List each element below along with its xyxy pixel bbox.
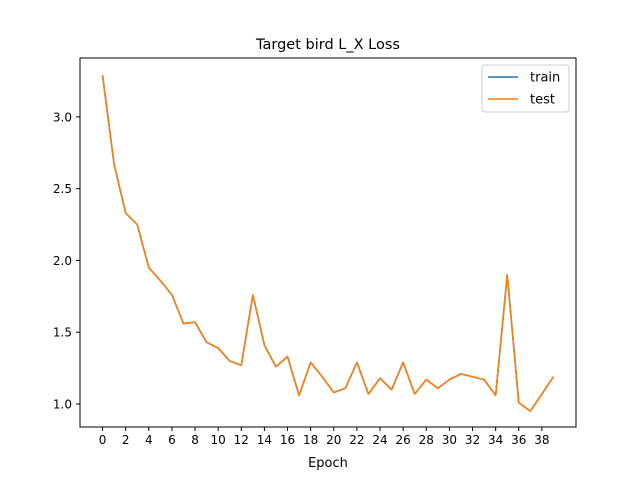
x-tick-label: 32 <box>465 433 480 447</box>
series-layer <box>101 75 555 413</box>
y-axis: 1.0 1.5 2.0 2.5 3.0 <box>53 110 80 412</box>
x-tick-label: 36 <box>511 433 526 447</box>
x-tick-label: 28 <box>419 433 434 447</box>
y-tick-label: 2.0 <box>53 254 72 268</box>
x-tick-label: 16 <box>280 433 295 447</box>
series-line-test <box>101 75 555 413</box>
x-tick-label: 12 <box>234 433 249 447</box>
x-tick-label: 20 <box>326 433 341 447</box>
y-tick-label: 1.0 <box>53 398 72 412</box>
x-tick-label: 2 <box>122 433 130 447</box>
x-tick-label: 22 <box>349 433 364 447</box>
x-tick-label: 38 <box>534 433 549 447</box>
legend-label-test: test <box>530 93 555 108</box>
y-tick-label: 3.0 <box>53 110 72 124</box>
legend: train test <box>481 64 570 113</box>
x-tick-label: 0 <box>99 433 107 447</box>
x-tick-label: 8 <box>191 433 199 447</box>
x-axis: 0 2 4 6 8 10 12 14 16 18 20 22 24 26 28 30 32 34 36 38 <box>99 427 550 447</box>
x-tick-label: 4 <box>145 433 153 447</box>
plot-frame <box>79 57 577 428</box>
x-tick-label: 26 <box>396 433 411 447</box>
x-tick-label: 34 <box>488 433 503 447</box>
x-tick-label: 10 <box>211 433 226 447</box>
x-tick-label: 6 <box>168 433 176 447</box>
y-tick-label: 1.5 <box>53 326 72 340</box>
legend-label-train: train <box>530 71 560 86</box>
y-tick-label: 2.5 <box>53 182 72 196</box>
x-tick-label: 24 <box>372 433 387 447</box>
x-tick-label: 30 <box>442 433 457 447</box>
chart-title: Target bird L_X Loss <box>255 37 400 53</box>
x-tick-label: 14 <box>257 433 272 447</box>
x-axis-label: Epoch <box>308 456 348 471</box>
x-tick-label: 18 <box>303 433 318 447</box>
